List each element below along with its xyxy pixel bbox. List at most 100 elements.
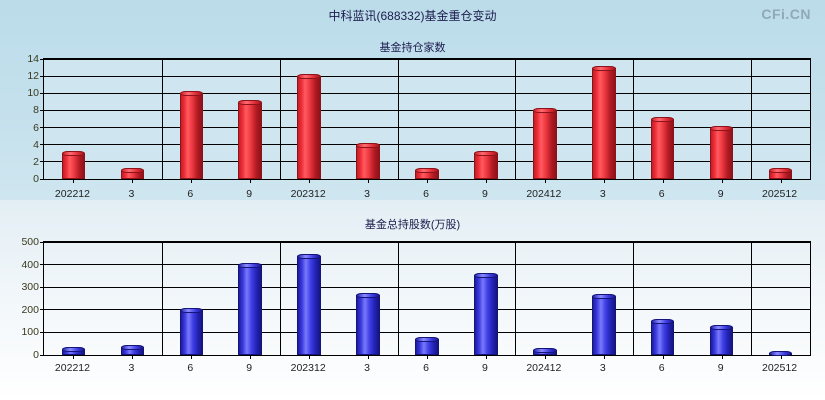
x-axis-tick-label: 9	[482, 362, 488, 374]
x-axis-tick-label: 3	[599, 188, 606, 200]
x-axis-tick-label: 3	[599, 362, 606, 374]
y-axis-tick-mark	[40, 354, 44, 356]
page-title: 中科蓝讯(688332)基金重仓变动	[328, 9, 497, 23]
x-axis-tick-label: 202512	[762, 188, 798, 200]
y-axis-tick-label: 0	[33, 349, 39, 361]
bar	[474, 151, 498, 179]
x-axis-tick-mark	[485, 179, 487, 183]
y-axis-tick-label: 2	[33, 155, 39, 168]
x-axis-tick-mark	[191, 355, 193, 359]
y-axis-tick-mark	[40, 75, 44, 77]
y-axis-tick-mark	[40, 309, 44, 311]
bar	[356, 142, 380, 179]
x-axis-tick-mark	[485, 355, 487, 359]
x-axis-tick-label: 202212	[54, 362, 90, 374]
x-axis-tick-mark	[721, 355, 723, 359]
bar-cap	[474, 272, 498, 278]
bar	[650, 318, 675, 355]
bar-cap	[591, 65, 616, 71]
gridline-vertical	[161, 242, 163, 355]
y-axis-tick-mark	[40, 92, 44, 94]
y-axis-tick-label: 0	[33, 173, 39, 185]
x-axis-tick-mark	[721, 179, 723, 183]
bar	[120, 345, 145, 355]
y-axis-tick-mark	[40, 161, 44, 163]
y-axis-tick-label: 4	[33, 138, 39, 151]
gridline	[44, 109, 810, 111]
gridline	[44, 264, 810, 266]
x-axis-tick-mark	[427, 355, 428, 359]
bar	[533, 108, 557, 179]
gridline	[44, 92, 810, 94]
bar-cap	[120, 168, 145, 174]
y-axis-tick-mark	[40, 127, 44, 129]
y-axis-tick-mark	[40, 144, 44, 146]
chart1-subtitle: 基金持仓家数	[379, 42, 446, 54]
gridline-vertical	[279, 59, 281, 179]
x-axis-tick-label: 3	[128, 188, 135, 200]
y-axis-tick-label: 300	[21, 281, 39, 294]
x-axis-tick-label: 3	[128, 362, 135, 374]
x-axis-tick-mark	[662, 355, 664, 359]
gridline	[44, 286, 810, 288]
x-axis-tick-label: 202312	[290, 188, 326, 200]
x-axis-tick-mark	[250, 355, 252, 359]
bar	[709, 125, 734, 179]
bar	[591, 294, 616, 355]
gridline	[44, 161, 810, 163]
x-axis-tick-label: 6	[423, 362, 429, 374]
y-axis-tick-mark	[40, 241, 44, 243]
gridline-vertical	[751, 59, 753, 179]
bar-cap	[650, 318, 675, 324]
bar-cap	[709, 125, 734, 131]
gridline-vertical	[633, 242, 635, 355]
gridline-vertical	[515, 242, 517, 355]
bar	[709, 325, 734, 355]
gridline-vertical	[397, 242, 399, 355]
bar-cap	[650, 117, 675, 122]
y-axis-tick-label: 400	[21, 258, 39, 271]
bar-cap	[120, 345, 145, 351]
bar	[297, 74, 321, 179]
chart1-plot-area: 0 2 4 6 8 10 12 14	[27, 53, 811, 185]
x-axis-tick-label: 202412	[526, 362, 562, 374]
x-axis-tick-label: 6	[187, 188, 194, 200]
bar-cap	[533, 348, 557, 354]
y-axis-tick-label: 14	[27, 53, 39, 65]
bar	[179, 91, 204, 179]
bar-cap	[61, 151, 86, 157]
bar	[238, 99, 262, 179]
x-axis-tick-label: 6	[423, 188, 429, 200]
gridline-vertical	[161, 59, 163, 179]
bar-cap	[238, 262, 262, 268]
gridline	[44, 75, 810, 77]
gridline	[44, 59, 810, 60]
x-axis-tick-mark	[780, 355, 782, 359]
gridline	[44, 309, 810, 311]
chart2-plot-area: 0 100 200 300 400 500	[21, 236, 811, 361]
gridline	[44, 127, 810, 129]
x-axis-tick-label: 9	[717, 188, 724, 200]
bar-cap	[533, 108, 557, 114]
y-axis-tick-mark	[40, 286, 44, 288]
bar	[356, 293, 380, 355]
x-axis-tick-mark	[309, 179, 311, 183]
x-axis-tick-mark	[603, 355, 605, 359]
y-axis-tick-label: 200	[21, 303, 39, 316]
x-axis-tick-mark	[368, 355, 370, 359]
x-axis-tick-mark	[73, 355, 75, 359]
bar-cap	[179, 307, 204, 313]
bar-cap	[356, 293, 380, 299]
bar	[61, 151, 86, 179]
x-axis-tick-mark	[544, 355, 546, 359]
gridline-vertical	[515, 59, 517, 179]
x-axis-tick-mark	[250, 179, 252, 183]
x-axis-tick-label: 202412	[526, 188, 562, 200]
bar-cap	[709, 325, 734, 331]
bar-cap	[297, 74, 321, 80]
x-axis-tick-mark	[309, 355, 311, 359]
bar	[474, 272, 498, 355]
chart2-x-axis: 202212 3 6 9 202312 3 6 9 202412 3 6 9 202512	[43, 360, 811, 376]
x-axis-tick-label: 202312	[290, 362, 326, 374]
